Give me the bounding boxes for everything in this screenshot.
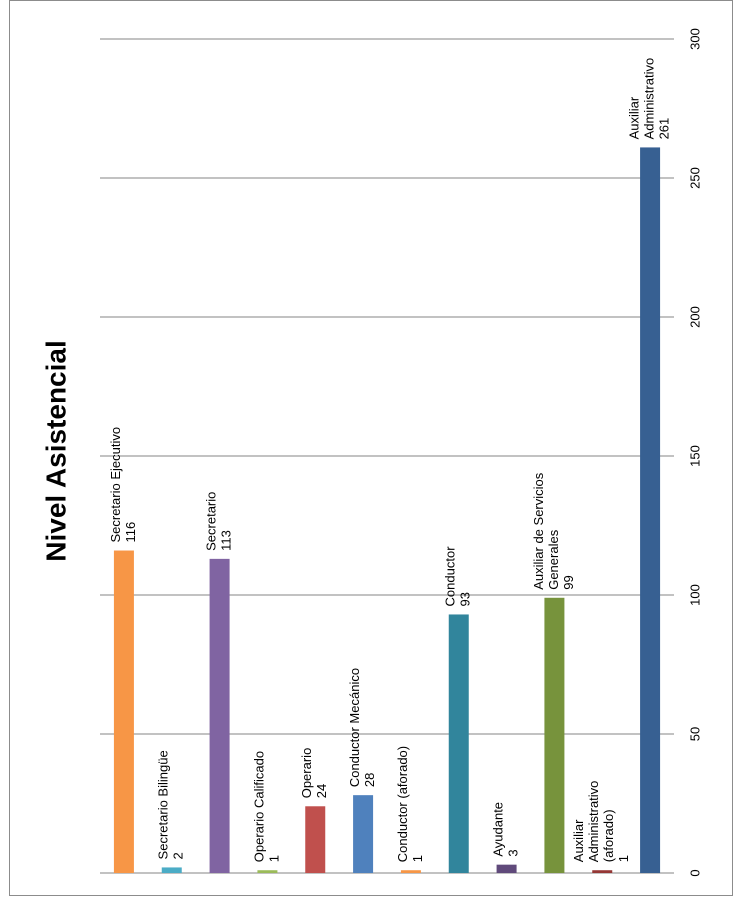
data-labels: Secretario Ejecutivo 116 Secretario Biling…	[108, 58, 672, 862]
bar-category-label: Secretario Bilingüe	[156, 750, 171, 859]
bar-value-label: 24	[314, 784, 329, 798]
value-tick-label: 50	[687, 727, 702, 741]
bar	[209, 558, 230, 873]
bar-value-label: 93	[458, 592, 473, 606]
bar	[353, 795, 374, 873]
bar	[640, 147, 661, 874]
bar-category-label: Ayudante	[491, 802, 506, 857]
bar-value-label: 3	[506, 849, 521, 856]
bar-value-label: 1	[410, 855, 425, 862]
bar-category-label: Operario	[299, 748, 314, 799]
bar-category-label: Conductor (aforado)	[395, 746, 410, 862]
bar-category-label: Administrativo	[586, 781, 601, 863]
bar-data-label: Secretario Ejecutivo 116	[108, 427, 138, 543]
bar-category-label: (aforado)	[601, 809, 616, 862]
bar-category-label: Generales	[546, 529, 561, 589]
bar-data-label: Conductor 93	[443, 546, 473, 607]
bar	[496, 864, 517, 873]
value-tick-label: 300	[687, 28, 702, 50]
bar-data-label: Auxiliar Administrativo 261	[627, 58, 672, 140]
value-tick-label: 200	[687, 306, 702, 328]
bar-data-label: Auxiliar de Servicios Generales 99	[531, 472, 576, 590]
bar-value-label: 116	[123, 522, 138, 543]
value-tick-label: 150	[687, 445, 702, 467]
bar-data-label: Operario 24	[299, 748, 329, 799]
bar-category-label: Secretario	[204, 492, 219, 551]
bar-value-label: 28	[362, 773, 377, 787]
value-tick-label: 250	[687, 167, 702, 189]
bars	[113, 147, 661, 874]
bar-data-label: Ayudante 3	[491, 802, 521, 857]
bar	[544, 597, 565, 873]
bar-value-label: 1	[616, 855, 631, 862]
chart-title: Nivel Asistencial	[40, 340, 71, 562]
bar-data-label: Auxiliar Administrativo (aforado) 1	[571, 781, 631, 863]
value-tick-label: 100	[687, 584, 702, 606]
bar	[592, 870, 613, 873]
bar-data-label: Conductor (aforado) 1	[395, 746, 425, 862]
bar-data-label: Secretario 113	[204, 492, 234, 551]
bar-category-label: Auxiliar	[571, 819, 586, 862]
bar-category-label: Auxiliar de Servicios	[531, 472, 546, 590]
bar-category-label: Conductor Mecánico	[347, 668, 362, 787]
bar-data-label: Conductor Mecánico 28	[347, 668, 377, 787]
gridlines	[100, 38, 674, 874]
bar-category-label: Administrativo	[642, 58, 657, 140]
bar-value-label: 99	[561, 575, 576, 589]
bar	[305, 806, 326, 873]
bar	[400, 870, 421, 873]
bar-data-label: Secretario Bilingüe 2	[156, 750, 186, 859]
bar-category-label: Operario Calificado	[251, 751, 266, 862]
bar-value-label: 261	[657, 118, 672, 140]
bar-value-label: 1	[266, 855, 281, 862]
bar-category-label: Conductor	[443, 546, 458, 607]
chart-frame: Secretario Ejecutivo 116 Secretario Biling…	[9, 0, 733, 896]
bar	[113, 550, 134, 873]
bar-data-label: Operario Calificado 1	[251, 751, 281, 862]
bar	[161, 867, 182, 873]
bar	[257, 870, 278, 873]
bar-chart: Secretario Ejecutivo 116 Secretario Biling…	[40, 28, 702, 876]
bar-value-label: 113	[219, 530, 234, 551]
bar	[448, 614, 469, 873]
bar-value-label: 2	[171, 852, 186, 859]
value-tick-label: 0	[687, 869, 702, 876]
bar-category-label: Auxiliar	[627, 96, 642, 139]
bar-category-label: Secretario Ejecutivo	[108, 427, 123, 543]
value-axis-ticks: 0 50 100 150 200 250 300	[687, 28, 702, 876]
